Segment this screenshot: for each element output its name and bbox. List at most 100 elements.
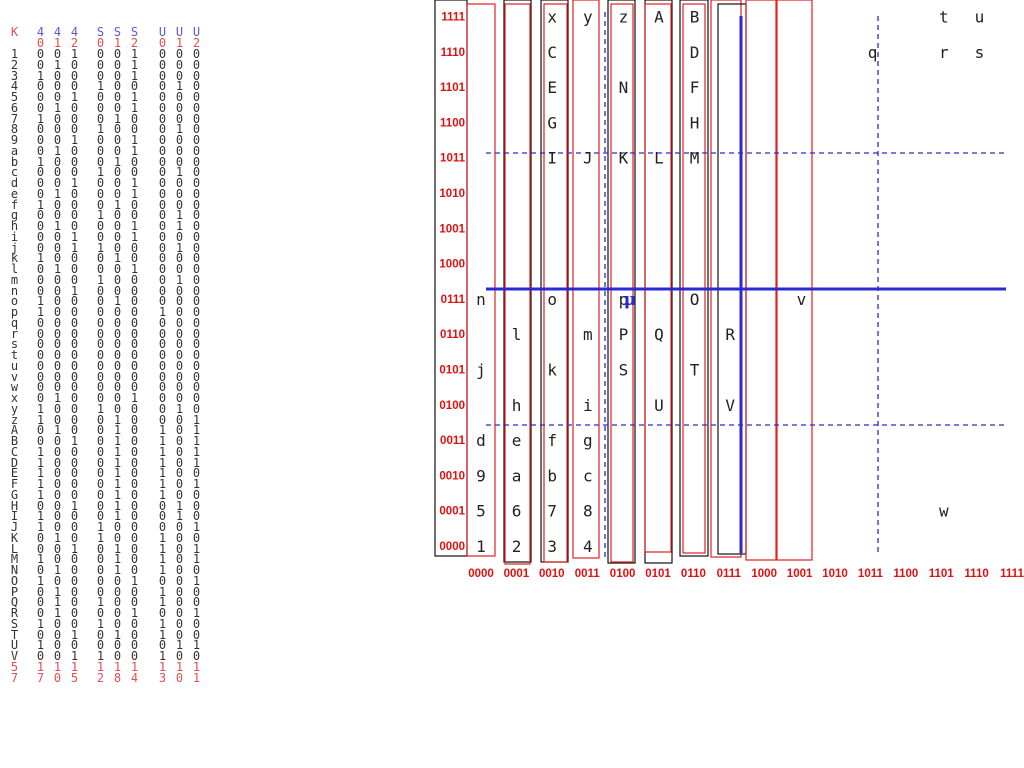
table-cell: 1 [53, 100, 62, 115]
table-cell: 0 [130, 434, 139, 448]
table-footer-value: 0 [175, 670, 184, 685]
table-cell: 1 [158, 477, 167, 491]
table-cell: 1 [113, 552, 122, 567]
table-cell: 0 [70, 165, 79, 180]
table-cell: 1 [158, 487, 167, 502]
table-cell: 1 [113, 455, 122, 470]
table-cell: 0 [70, 100, 79, 115]
mu-marker: μ [624, 290, 636, 310]
table-row-key: w [10, 380, 19, 395]
table-header-symbol: 4 [53, 25, 62, 39]
table-cell: 0 [192, 90, 201, 104]
cell-symbol: N [619, 78, 629, 97]
table-cell: 0 [36, 348, 45, 362]
table-cell: 1 [96, 616, 105, 631]
table-cell: 0 [192, 649, 201, 663]
table-header-index: 0 [96, 36, 105, 50]
table-cell: 0 [53, 487, 62, 502]
table-cell: 0 [192, 186, 201, 201]
table-cell: 1 [192, 520, 201, 534]
table-cell: 0 [113, 133, 122, 147]
table-cell: 0 [53, 434, 62, 448]
table-row-key: b [10, 154, 19, 169]
table-cell: 0 [96, 563, 105, 577]
table-cell: 0 [53, 122, 62, 137]
column-code-label: 0010 [539, 568, 565, 580]
cell-symbol: S [619, 361, 629, 380]
table-cell: 0 [192, 391, 201, 405]
table-cell: 0 [70, 294, 79, 309]
table-cell: 1 [113, 111, 122, 126]
table-cell: 0 [130, 358, 139, 373]
table-cell: 0 [96, 423, 105, 438]
table-row-key: P [10, 584, 19, 599]
table-footer-value: 1 [36, 659, 45, 674]
table-cell: 1 [96, 240, 105, 255]
table-cell: 0 [158, 208, 167, 223]
table-cell: 0 [53, 154, 62, 169]
table-cell: 0 [113, 100, 122, 115]
table-cell: 1 [113, 294, 122, 309]
table-cell: 0 [70, 79, 79, 94]
cell-symbol: K [619, 149, 629, 168]
table-cell: 0 [36, 337, 45, 352]
cell-symbol: 5 [476, 502, 486, 521]
table-cell: 0 [130, 563, 139, 577]
table-cell: 0 [158, 251, 167, 266]
table-cell: 1 [36, 520, 45, 534]
table-cell: 0 [158, 122, 167, 137]
table-cell: 0 [96, 541, 105, 556]
table-cell: 0 [53, 305, 62, 319]
table-cell: 0 [158, 498, 167, 513]
table-cell: 0 [158, 509, 167, 524]
row-code-label: 0111 [441, 294, 466, 306]
table-cell: 0 [113, 337, 122, 352]
table-cell: 1 [175, 165, 184, 180]
table-row-key: B [10, 434, 19, 448]
table-cell: 0 [96, 154, 105, 169]
table-cell: 0 [96, 466, 105, 481]
cell-symbol: J [583, 149, 593, 168]
table-row-key: r [10, 326, 19, 341]
table-cell: 1 [70, 176, 79, 190]
table-cell: 0 [192, 154, 201, 169]
table-cell: 1 [158, 627, 167, 642]
table-row-key: J [10, 520, 19, 534]
table-footer-value: 2 [96, 670, 105, 685]
table-footer-value: 1 [158, 659, 167, 674]
table-cell: 0 [53, 401, 62, 416]
table-row-key: 1 [10, 47, 19, 61]
table-cell: 1 [96, 401, 105, 416]
table-cell: 0 [175, 154, 184, 169]
table-cell: 0 [96, 584, 105, 599]
table-cell: 1 [158, 584, 167, 599]
table-cell: 1 [113, 466, 122, 481]
cell-symbol: g [583, 431, 593, 450]
table-cell: 0 [158, 90, 167, 104]
table-cell: 0 [53, 573, 62, 588]
table-footer-value: 0 [53, 670, 62, 685]
table-cell: 1 [175, 79, 184, 94]
table-cell: 0 [70, 584, 79, 599]
table-footer-value: 5 [10, 659, 19, 674]
table-cell: 0 [113, 530, 122, 545]
table-cell: 0 [175, 466, 184, 481]
table-cell: 0 [70, 122, 79, 137]
cell-symbol: 8 [583, 502, 593, 521]
table-cell: 1 [158, 563, 167, 577]
cell-symbol: h [512, 396, 522, 415]
table-cell: 0 [96, 305, 105, 319]
table-row-key: M [10, 552, 19, 567]
table-cell: 0 [96, 143, 105, 158]
table-cell: 1 [36, 552, 45, 567]
cell-symbol: D [690, 43, 700, 62]
table-cell: 0 [70, 444, 79, 459]
cell-symbol: b [547, 466, 557, 485]
table-cell: 0 [113, 369, 122, 384]
table-row-key: 4 [10, 79, 19, 94]
table-cell: 0 [36, 208, 45, 223]
table-cell: 0 [175, 434, 184, 448]
table-cell: 0 [70, 487, 79, 502]
table-cell: 0 [192, 133, 201, 147]
table-cell: 0 [70, 552, 79, 567]
